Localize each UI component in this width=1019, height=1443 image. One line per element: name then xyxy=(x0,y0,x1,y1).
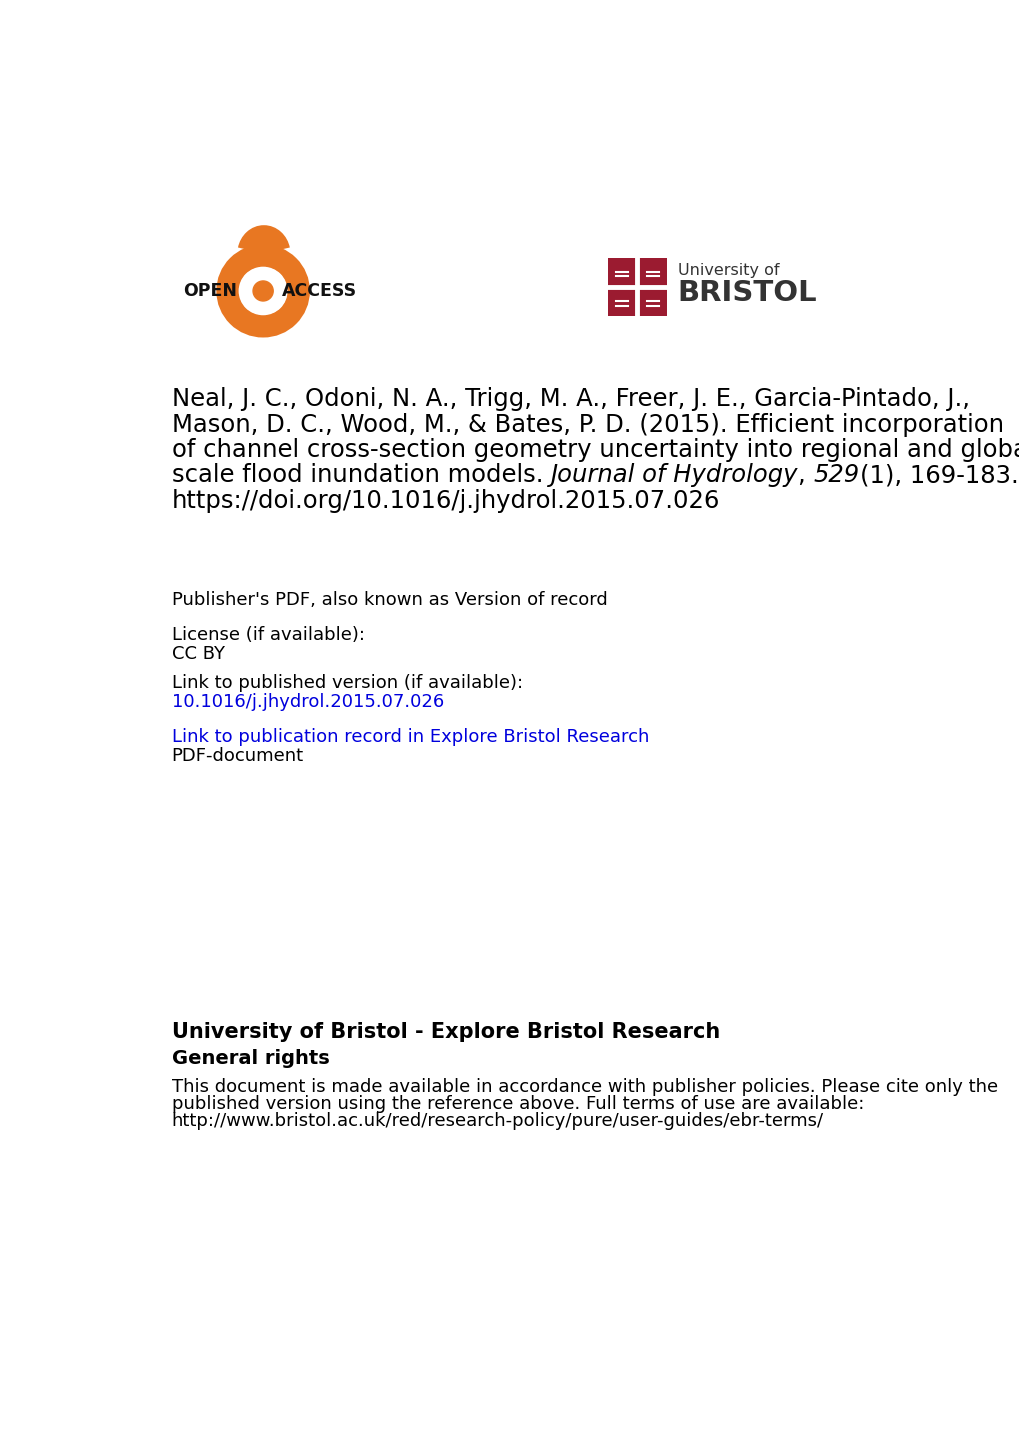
Text: Link to published version (if available):: Link to published version (if available)… xyxy=(171,674,523,693)
Text: https://doi.org/10.1016/j.jhydrol.2015.07.026: https://doi.org/10.1016/j.jhydrol.2015.0… xyxy=(171,489,719,512)
Bar xyxy=(607,258,635,286)
Text: Link to publication record in Explore Bristol Research: Link to publication record in Explore Br… xyxy=(171,729,648,746)
Text: OPEN: OPEN xyxy=(183,281,237,300)
Text: University of Bristol - Explore Bristol Research: University of Bristol - Explore Bristol … xyxy=(171,1023,719,1042)
Bar xyxy=(638,258,666,286)
Text: of channel cross-section geometry uncertainty into regional and global: of channel cross-section geometry uncert… xyxy=(171,439,1019,462)
Text: http://www.bristol.ac.uk/red/research-policy/pure/user-guides/ebr-terms/: http://www.bristol.ac.uk/red/research-po… xyxy=(171,1111,823,1130)
Text: CC BY: CC BY xyxy=(171,645,224,662)
Bar xyxy=(638,289,666,316)
Text: ,: , xyxy=(798,463,813,488)
Text: 529: 529 xyxy=(813,463,859,488)
Text: General rights: General rights xyxy=(171,1049,329,1068)
Text: Publisher's PDF, also known as Version of record: Publisher's PDF, also known as Version o… xyxy=(171,592,607,609)
Circle shape xyxy=(239,268,286,315)
Circle shape xyxy=(253,281,273,302)
Bar xyxy=(607,289,635,316)
Text: 10.1016/j.jhydrol.2015.07.026: 10.1016/j.jhydrol.2015.07.026 xyxy=(171,693,443,711)
Text: ACCESS: ACCESS xyxy=(282,281,357,300)
Text: BRISTOL: BRISTOL xyxy=(677,280,816,307)
Text: Mason, D. C., Wood, M., & Bates, P. D. (2015). Efficient incorporation: Mason, D. C., Wood, M., & Bates, P. D. (… xyxy=(171,413,1003,437)
Text: University of: University of xyxy=(677,263,779,277)
Text: License (if available):: License (if available): xyxy=(171,626,365,645)
Text: This document is made available in accordance with publisher policies. Please ci: This document is made available in accor… xyxy=(171,1078,997,1095)
Text: Journal of Hydrology: Journal of Hydrology xyxy=(550,463,798,488)
Text: published version using the reference above. Full terms of use are available:: published version using the reference ab… xyxy=(171,1095,863,1113)
Text: PDF-document: PDF-document xyxy=(171,746,304,765)
Text: scale flood inundation models.: scale flood inundation models. xyxy=(171,463,550,488)
Text: Neal, J. C., Odoni, N. A., Trigg, M. A., Freer, J. E., Garcia-Pintado, J.,: Neal, J. C., Odoni, N. A., Trigg, M. A.,… xyxy=(171,387,969,411)
Text: (1), 169-183.: (1), 169-183. xyxy=(859,463,1018,488)
